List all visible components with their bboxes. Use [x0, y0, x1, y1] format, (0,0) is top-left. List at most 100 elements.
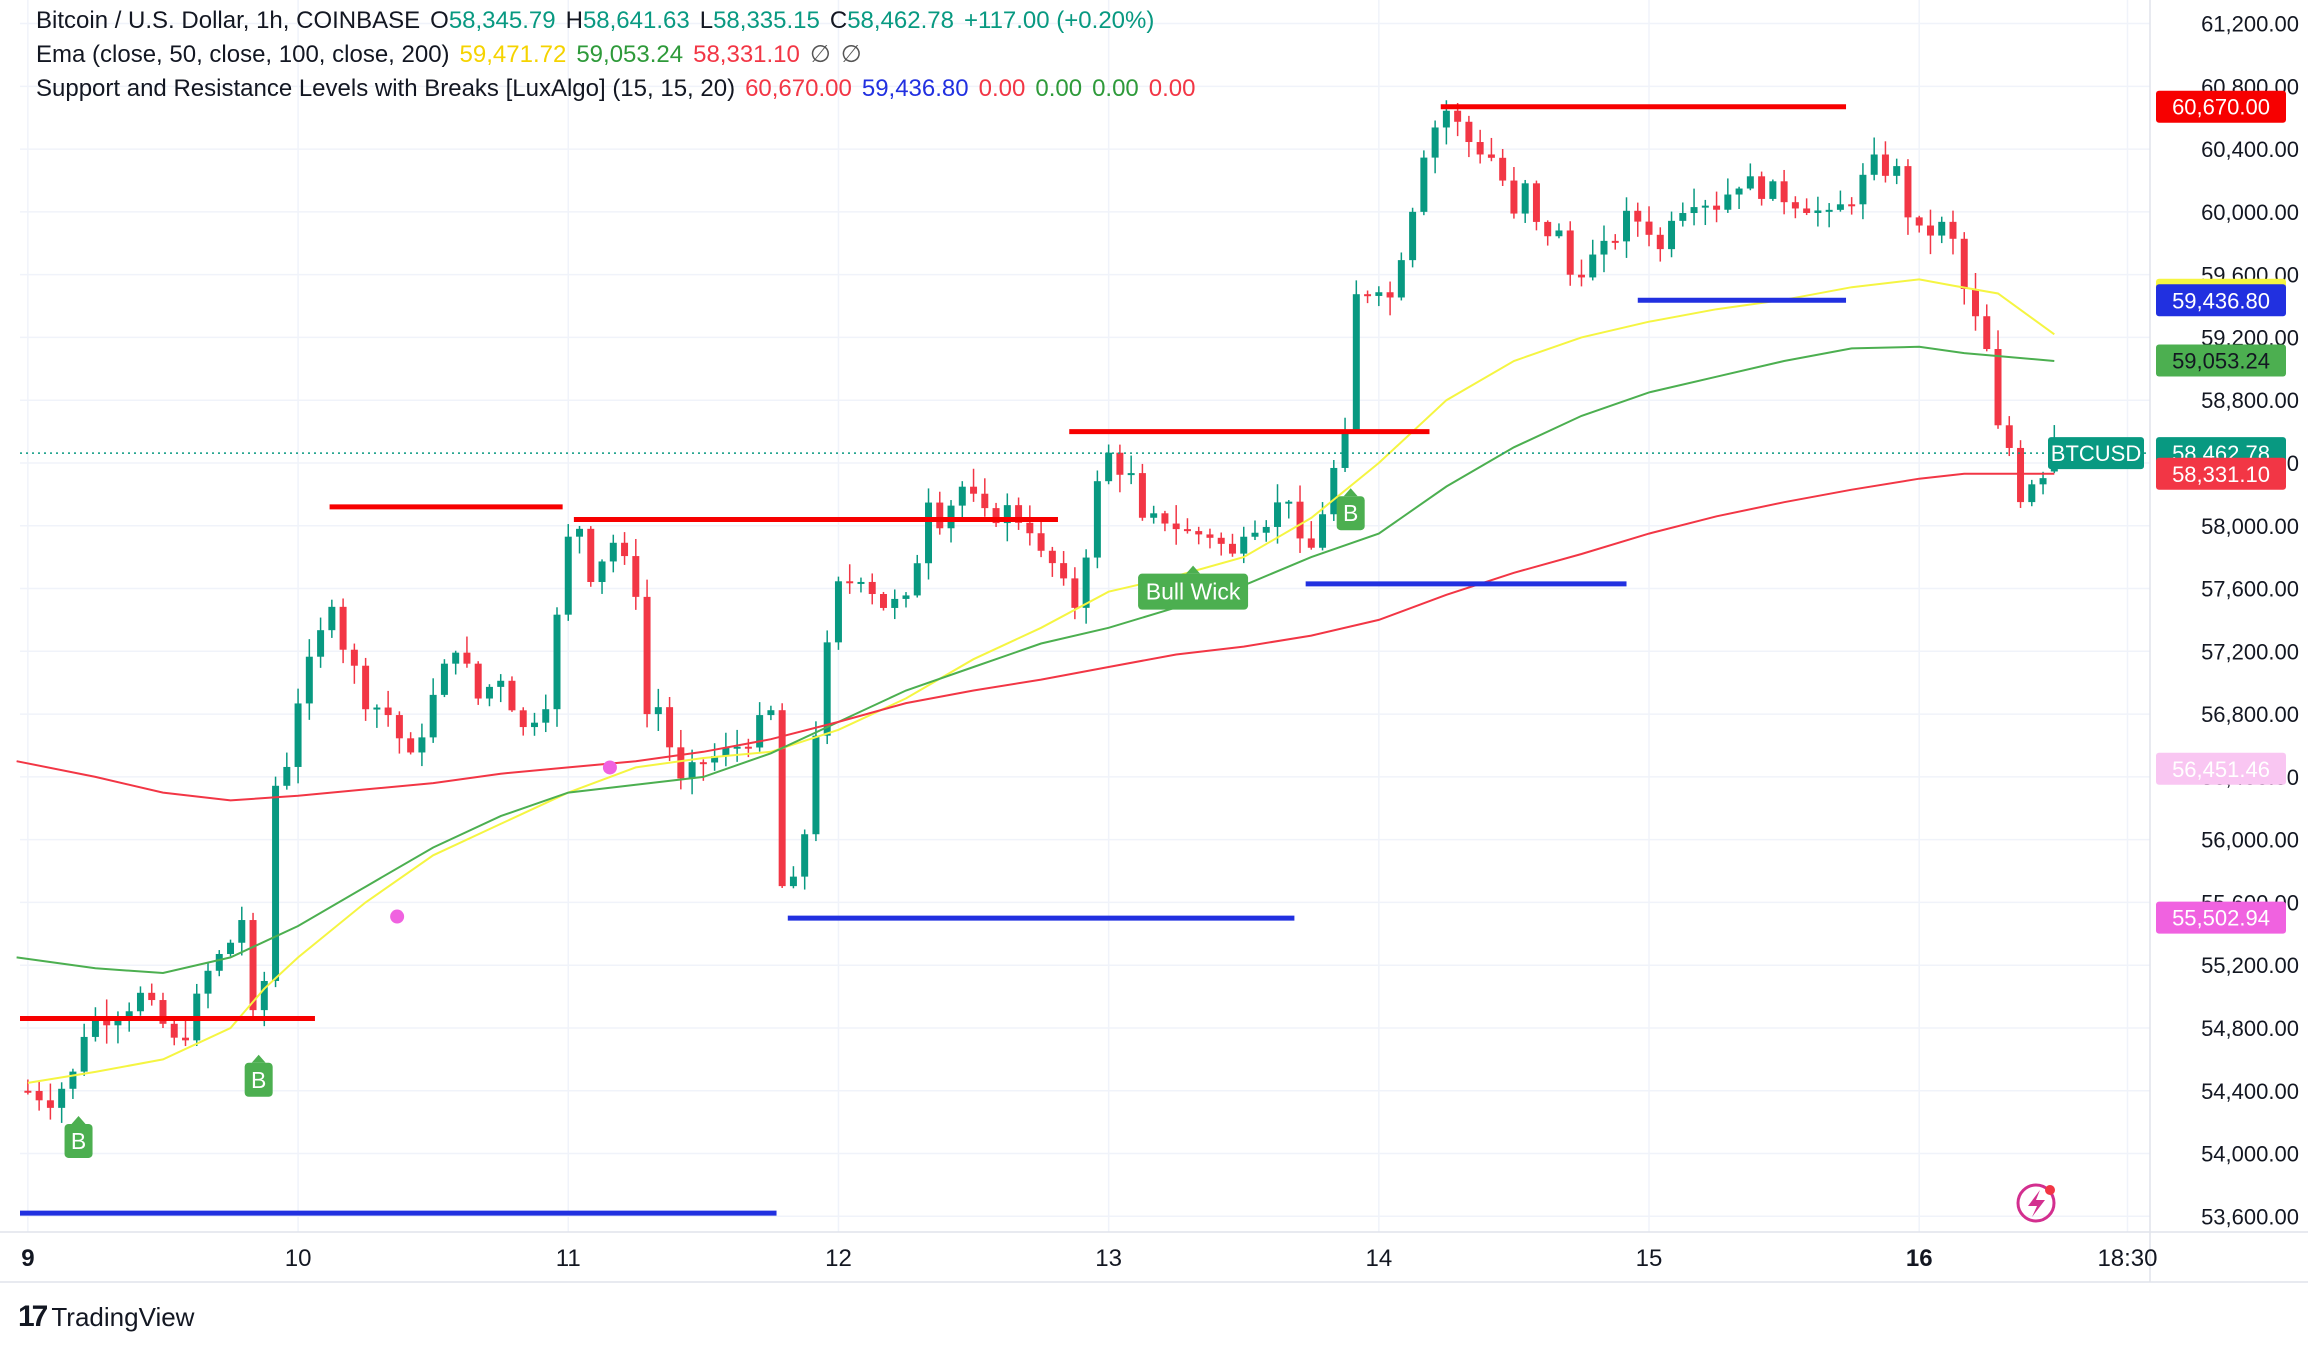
x-axis-tick-label: 10 [285, 1245, 312, 1272]
y-axis-tick-label: 57,200.00 [2201, 639, 2299, 664]
candle-bearish [35, 1090, 43, 1101]
candle-bearish [1983, 316, 1991, 350]
symbol-tag-label: BTCUSD [2051, 441, 2141, 466]
candle-bullish [1105, 452, 1113, 482]
breakout-b-marker [1336, 496, 1365, 531]
ema-100-line [16, 345, 2055, 975]
sr-value-3: 0.00 [978, 75, 1026, 102]
candle-bullish [1442, 110, 1450, 128]
candle-bearish [350, 649, 358, 666]
candle-bullish [902, 595, 910, 599]
candle-bearish [1183, 529, 1191, 532]
candle-bullish [418, 737, 426, 753]
candle-bearish [384, 707, 392, 716]
candle-bearish [474, 663, 482, 699]
candle-bearish [170, 1023, 178, 1038]
candle-bearish [182, 1037, 189, 1041]
candle-bearish [1037, 533, 1045, 551]
low-value: 58,335.15 [713, 7, 820, 34]
candle-bullish [69, 1071, 77, 1089]
candle-bullish [452, 652, 460, 664]
low-label: L [699, 7, 714, 34]
candle-bullish [1746, 176, 1754, 189]
candle-bearish [1228, 543, 1236, 554]
candle-bearish [395, 715, 403, 739]
candle-bullish [1600, 240, 1608, 255]
candle-bearish [148, 992, 156, 1001]
price-tag [2156, 901, 2286, 934]
candle-bullish [1724, 194, 1732, 210]
chart-legend: Bitcoin / U.S. Dollar, 1h, COINBASE O58,3… [36, 4, 1206, 106]
y-axis-tick-label: 60,000.00 [2201, 200, 2299, 225]
candle-bullish [1352, 294, 1360, 430]
candle-bullish [440, 663, 448, 695]
ema-legend-row[interactable]: Ema (close, 50, close, 100, close, 200) 5… [36, 38, 1206, 72]
candle-bearish [463, 652, 471, 664]
candle-bullish [598, 561, 606, 583]
x-axis-tick-label: 9 [21, 1245, 34, 1272]
candle-bearish [632, 556, 640, 597]
candle-bullish [429, 694, 437, 738]
high-value: 58,641.63 [582, 7, 690, 34]
x-axis-tick-label: 11 [556, 1245, 581, 1272]
y-axis-tick-label: 58,000.00 [2201, 514, 2299, 539]
y-axis-tick-label: 61,200.00 [2201, 12, 2299, 37]
price-tag [2156, 457, 2286, 490]
candle-bearish [1848, 204, 1856, 207]
price-tag [2156, 90, 2286, 123]
price-tag-label: 56,451.46 [2172, 757, 2270, 782]
symbol-legend-row[interactable]: Bitcoin / U.S. Dollar, 1h, COINBASE O58,3… [36, 4, 1206, 38]
candle-bearish [1364, 294, 1372, 297]
candle-bullish [114, 1020, 122, 1026]
candle-bearish [846, 581, 854, 584]
candle-bearish [1116, 452, 1124, 475]
sr-legend-row[interactable]: Support and Resistance Levels with Break… [36, 72, 1206, 106]
candle-bullish [1589, 254, 1597, 278]
symbol-tag [2048, 437, 2144, 470]
x-axis-tick-label: 13 [1095, 1245, 1122, 1272]
candle-bearish [1296, 501, 1304, 539]
candle-bullish [1251, 532, 1259, 537]
candle-bearish [677, 747, 685, 779]
candle-bullish [1375, 292, 1383, 296]
sr-support-value: 59,436.80 [861, 75, 969, 102]
candle-bearish [1994, 349, 2002, 426]
candle-bearish [1577, 274, 1585, 278]
tradingview-footer[interactable]: 17 TradingView [18, 1300, 194, 1334]
candle-bearish [1611, 240, 1619, 243]
candle-bullish [1938, 221, 1946, 236]
candle-bearish [1476, 142, 1484, 155]
candle-bearish [1499, 157, 1507, 181]
sr-value-4: 0.00 [1035, 75, 1083, 102]
price-tag [2156, 344, 2286, 377]
candle-bullish [373, 707, 381, 710]
candle-bullish [58, 1088, 66, 1108]
candle-bearish [621, 542, 629, 557]
candle-bullish [609, 542, 617, 562]
candle-bearish [1881, 154, 1889, 176]
price-tag [2156, 284, 2286, 317]
candle-bullish [823, 642, 831, 736]
tradingview-logo-text: TradingView [51, 1301, 195, 1332]
candle-bearish [970, 486, 978, 494]
candle-bearish [1532, 183, 1540, 222]
marker-arrow [251, 1054, 266, 1063]
candle-bearish [1138, 473, 1146, 518]
price-tag-label: 55,502.94 [2172, 906, 2270, 931]
y-axis-tick-label: 56,000.00 [2201, 828, 2299, 853]
marker-label: B [251, 1067, 266, 1093]
candle-bearish [1048, 550, 1056, 564]
candle-bearish [103, 1017, 111, 1026]
candle-bullish [1735, 188, 1743, 195]
price-tag-label: 58,331.10 [2172, 462, 2270, 487]
candle-bullish [1859, 174, 1867, 205]
candle-bullish [542, 709, 550, 723]
y-axis-tick-label: 55,200.00 [2201, 953, 2299, 978]
candle-bullish [91, 1017, 99, 1037]
candle-bearish [936, 502, 944, 529]
candle-bearish [1217, 537, 1225, 544]
high-label: H [565, 7, 583, 34]
candle-bullish [283, 766, 291, 786]
candle-bearish [1195, 531, 1203, 535]
